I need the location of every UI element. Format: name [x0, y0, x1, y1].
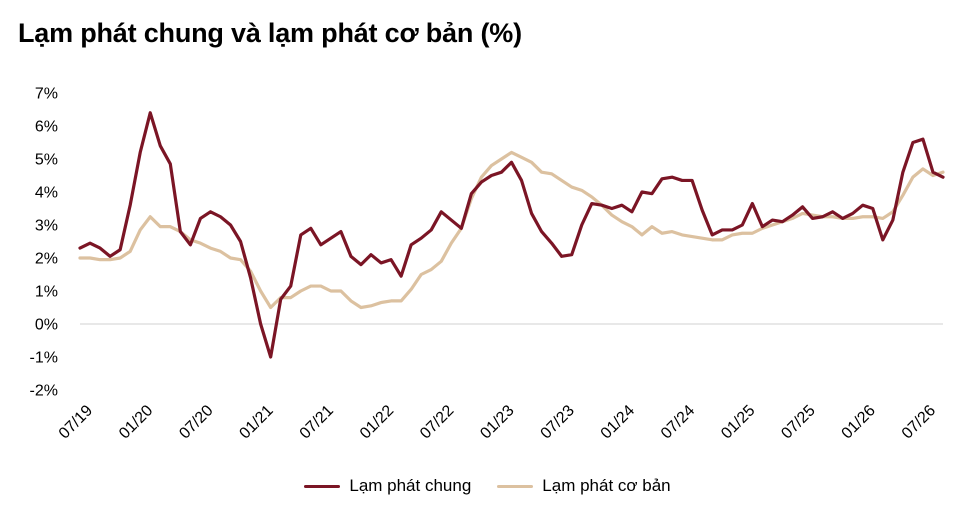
x-tick-label: 07/25	[778, 402, 818, 442]
legend-item-headline: Lạm phát chung	[304, 476, 471, 496]
x-tick-label: 07/19	[56, 402, 96, 442]
x-tick-label: 01/25	[718, 402, 758, 442]
x-tick-label: 01/20	[116, 402, 156, 442]
y-tick-label: 1%	[35, 284, 58, 301]
legend-swatch-core	[497, 484, 534, 488]
x-tick-label: 07/24	[658, 402, 698, 442]
legend-item-core: Lạm phát cơ bản	[497, 476, 671, 496]
y-tick-label: 5%	[35, 152, 58, 169]
x-tick-label: 07/23	[538, 402, 578, 442]
legend-label-core: Lạm phát cơ bản	[542, 476, 671, 495]
y-tick-label: -1%	[30, 350, 58, 367]
y-tick-label: 0%	[35, 317, 58, 334]
x-tick-label: 07/26	[899, 402, 939, 442]
x-tick-label: 01/21	[236, 402, 276, 442]
x-axis-ticks: 07/19 01/20 07/20 01/21 07/21 01/22 07/22 01/23…	[56, 402, 939, 442]
y-tick-label: 7%	[35, 86, 58, 103]
x-tick-label: 07/21	[297, 402, 337, 442]
x-tick-label: 07/20	[176, 402, 216, 442]
legend-swatch-headline	[304, 484, 341, 488]
legend-label-headline: Lạm phát chung	[349, 476, 472, 495]
y-tick-label: 2%	[35, 251, 58, 268]
x-tick-label: 01/26	[839, 402, 879, 442]
y-tick-label: 4%	[35, 185, 58, 202]
chart-title: Lạm phát chung và lạm phát cơ bản (%)	[18, 18, 522, 48]
x-tick-label: 07/22	[417, 402, 457, 442]
y-axis-ticks: -2% -1% 0% 1% 2% 3% 4% 5% 6% 7%	[30, 86, 58, 400]
x-tick-label: 01/22	[357, 402, 397, 442]
series-line-core	[78, 150, 945, 310]
series-line-headline	[78, 111, 945, 359]
x-tick-label: 01/23	[477, 402, 517, 442]
y-tick-label: -2%	[30, 383, 58, 400]
y-tick-label: 3%	[35, 218, 58, 235]
x-tick-label: 01/24	[598, 402, 638, 442]
chart-legend: Lạm phát chung Lạm phát cơ bản	[0, 476, 975, 496]
y-tick-label: 6%	[35, 119, 58, 136]
series-layer	[78, 111, 945, 359]
